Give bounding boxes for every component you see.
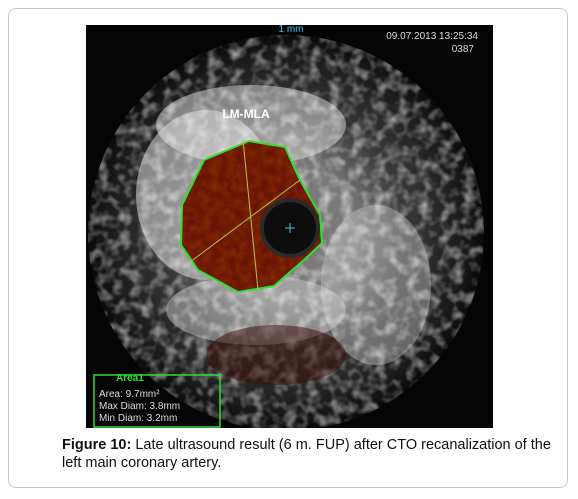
measurement-title: Area1 xyxy=(116,373,144,384)
measurement-box xyxy=(93,374,221,428)
caption-label: Figure 10: xyxy=(62,437,132,453)
timestamp: 09.07.2013 13:25:34 xyxy=(386,31,478,42)
ultrasound-image: 1 mm 09.07.2013 13:25:34 0387 LM-MLA Are… xyxy=(86,25,493,428)
frame-number: 0387 xyxy=(452,44,475,55)
caption-text: Late ultrasound result (6 m. FUP) after … xyxy=(62,437,551,471)
measurement-line: Area: 9.7mm² xyxy=(99,389,160,400)
region-label: LM-MLA xyxy=(222,107,270,121)
measurement-line: Min Diam: 3.2mm xyxy=(99,413,177,424)
scale-label: 1 mm xyxy=(279,25,304,35)
caption: Figure 10: Late ultrasound result (6 m. … xyxy=(62,436,557,472)
measurement-line: Max Diam: 3.8mm xyxy=(99,401,180,412)
